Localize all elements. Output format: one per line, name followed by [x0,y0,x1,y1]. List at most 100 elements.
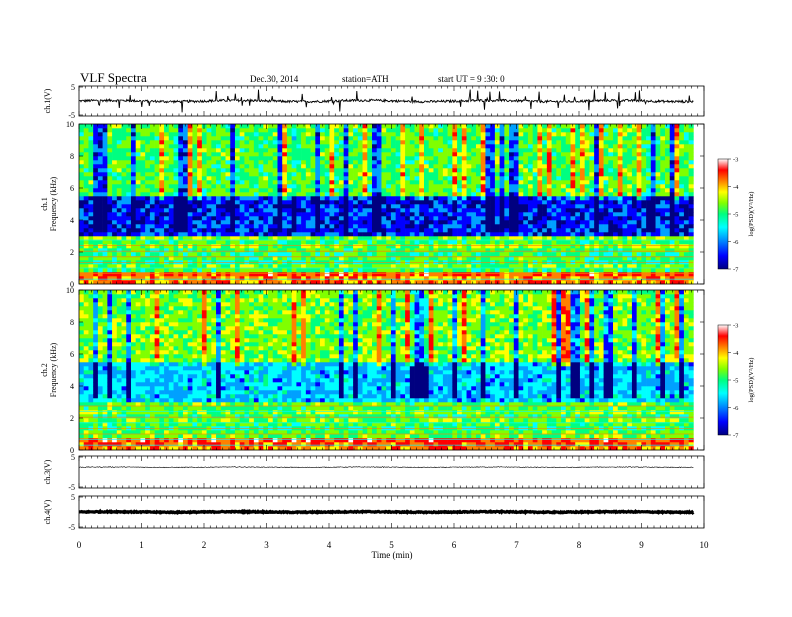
spectrogram-cell [126,152,131,156]
spectrogram-cell [103,172,108,176]
spectrogram-cell [627,248,632,252]
spectrogram-cell [259,220,264,224]
spectrogram-cell [277,216,282,220]
spectrogram-cell [561,144,566,148]
spectrogram-cell [178,152,183,156]
spectrogram-cell [377,180,382,184]
spectrogram-cell [226,184,231,188]
spectrogram-cell [273,272,278,276]
spectrogram-cell [632,176,637,180]
spectrogram-cell [140,216,145,220]
spectrogram-cell [405,268,410,272]
spectrogram-cell [405,276,410,280]
spectrogram-cell [88,144,93,148]
spectrogram-cell [103,244,108,248]
spectrogram-cell [386,232,391,236]
spectrogram-cell [329,132,334,136]
spectrogram-cell [637,136,642,140]
spectrogram-cell [481,136,486,140]
spectrogram-cell [599,228,604,232]
spectrogram-cell [259,228,264,232]
spectrogram-cell [618,140,623,144]
spectrogram-cell [183,148,188,152]
spectrogram-cell [589,176,594,180]
spectrogram-cell [287,268,292,272]
spectrogram-cell [188,272,193,276]
spectrogram-cell [296,208,301,212]
spectrogram-cell [282,240,287,244]
spectrogram-cell [344,224,349,228]
spectrogram-cell [126,220,131,224]
spectrogram-cell [519,248,524,252]
spectrogram-cell [537,248,542,252]
spectrogram-cell [627,136,632,140]
spectrogram-cell [88,152,93,156]
spectrogram-cell [443,196,448,200]
spectrogram-cell [221,148,226,152]
spectrogram-cell [320,276,325,280]
spectrogram-cell [122,180,127,184]
spectrogram-cell [296,240,301,244]
spectrogram-cell [514,268,519,272]
spectrogram-cell [396,224,401,228]
spectrogram-cell [632,268,637,272]
spectrogram-cell [178,272,183,276]
spectrogram-cell [485,172,490,176]
spectrogram-cell [145,152,150,156]
spectrogram-cell [377,244,382,248]
spectrogram-cell [405,136,410,140]
spectrogram-cell [396,196,401,200]
spectrogram-cell [457,188,462,192]
spectrogram-cell [400,164,405,168]
spectrogram-cell [107,248,112,252]
spectrogram-cell [589,244,594,248]
spectrogram-cell [396,200,401,204]
spectrogram-cell [419,220,424,224]
spectrogram-cell [580,144,585,148]
spectrogram-cell [103,240,108,244]
spectrogram-cell [429,188,434,192]
spectrogram-cell [202,200,207,204]
spectrogram-cell [528,136,533,140]
spectrogram-cell [358,208,363,212]
spectrogram-cell [622,192,627,196]
spectrogram-cell [230,196,235,200]
spectrogram-cell [608,248,613,252]
spectrogram-cell [471,232,476,236]
spectrogram-cell [126,144,131,148]
spectrogram-cell [183,252,188,256]
spectrogram-cell [268,192,273,196]
spectrogram-cell [523,208,528,212]
spectrogram-cell [372,184,377,188]
spectrogram-cell [320,140,325,144]
spectrogram-cell [585,164,590,168]
spectrogram-cell [221,204,226,208]
spectrogram-cell [79,244,84,248]
spectrogram-cell [566,252,571,256]
spectrogram-cell [386,140,391,144]
spectrogram-cell [500,172,505,176]
spectrogram-cell [103,124,108,128]
spectrogram-cell [164,200,169,204]
spectrogram-cell [240,192,245,196]
spectrogram-cell [608,144,613,148]
spectrogram-cell [259,196,264,200]
spectrogram-cell [112,168,117,172]
spectrogram-cell [150,240,155,244]
spectrogram-cell [448,176,453,180]
spectrogram-cell [400,192,405,196]
spectrogram-cell [604,212,609,216]
spectrogram-cell [585,252,590,256]
spectrogram-cell [306,192,311,196]
spectrogram-cell [381,176,386,180]
spectrogram-cell [391,140,396,144]
spectrogram-cell [391,148,396,152]
spectrogram-cell [273,160,278,164]
spectrogram-cell [500,176,505,180]
spectrogram-cell [585,160,590,164]
spectrogram-cell [575,208,580,212]
spectrogram-cell [174,208,179,212]
spectrogram-cell [419,180,424,184]
spectrogram-cell [235,228,240,232]
spectrogram-cell [211,148,216,152]
